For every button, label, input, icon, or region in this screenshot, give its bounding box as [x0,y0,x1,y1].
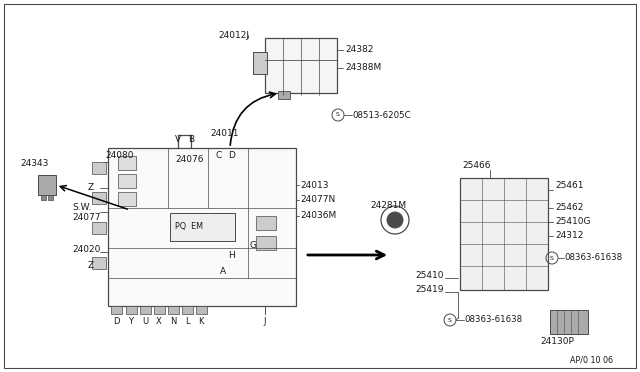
Bar [256,236,276,250]
Text: Y: Y [129,317,134,327]
Text: U: U [142,317,148,327]
Text: N: N [170,317,176,327]
Text: L: L [185,317,189,327]
Text: Z: Z [88,183,94,192]
Text: 08513-6205C: 08513-6205C [352,110,411,119]
Bar [265,38,337,93]
Text: 25461: 25461 [555,180,584,189]
Text: 25466: 25466 [462,160,490,170]
Text: C: C [215,151,221,160]
Text: 24020: 24020 [72,246,100,254]
Text: 24343: 24343 [20,158,49,167]
Bar [118,156,136,170]
Text: 08363-61638: 08363-61638 [564,253,622,263]
Bar [126,306,137,314]
Text: 24281M: 24281M [370,201,406,209]
Text: 24080: 24080 [105,151,134,160]
Text: 24388M: 24388M [345,64,381,73]
Text: S.W.: S.W. [72,202,92,212]
Text: H: H [228,250,235,260]
Text: PQ  EM: PQ EM [175,222,203,231]
Text: D: D [228,151,235,160]
Text: 24076: 24076 [175,155,204,164]
Bar [118,174,136,188]
Bar [118,192,136,206]
Text: S: S [336,112,340,118]
Text: 25419: 25419 [415,285,444,295]
Text: 24312: 24312 [555,231,584,241]
Text: V: V [175,135,181,144]
Text: 25410: 25410 [415,270,444,279]
Text: AP/0 10 06: AP/0 10 06 [570,356,613,365]
Bar [140,306,151,314]
Text: D: D [113,317,119,327]
Text: 24011: 24011 [210,128,239,138]
Bar [92,162,106,174]
Text: G: G [250,241,257,250]
Text: J: J [264,317,266,327]
Text: 24036M: 24036M [300,212,336,221]
Bar [196,306,207,314]
Bar [108,148,296,306]
Text: 24013: 24013 [300,180,328,189]
Text: 24012J: 24012J [218,31,249,39]
Bar [170,213,235,241]
Circle shape [387,212,403,228]
Bar [111,306,122,314]
Text: X: X [156,317,162,327]
Text: 25462: 25462 [555,203,584,212]
Text: Z: Z [88,260,94,269]
Bar [182,306,193,314]
Text: 25410G: 25410G [555,218,591,227]
Bar [168,306,179,314]
Bar [41,195,46,200]
Bar [154,306,165,314]
Bar [92,192,106,204]
Bar [38,175,56,195]
Bar [253,52,267,74]
Text: 24077: 24077 [72,214,100,222]
Text: K: K [198,317,204,327]
Bar [92,257,106,269]
Text: B: B [188,135,194,144]
Text: 24130P: 24130P [540,337,574,346]
Bar [460,178,548,290]
Text: 24382: 24382 [345,45,373,55]
Bar [256,216,276,230]
Bar [550,310,588,334]
Bar [278,91,290,99]
Bar [92,222,106,234]
Text: 08363-61638: 08363-61638 [464,315,522,324]
Text: A: A [220,267,226,276]
Bar [48,195,53,200]
Text: S: S [550,256,554,260]
Text: 24077N: 24077N [300,196,335,205]
Text: S: S [448,317,452,323]
